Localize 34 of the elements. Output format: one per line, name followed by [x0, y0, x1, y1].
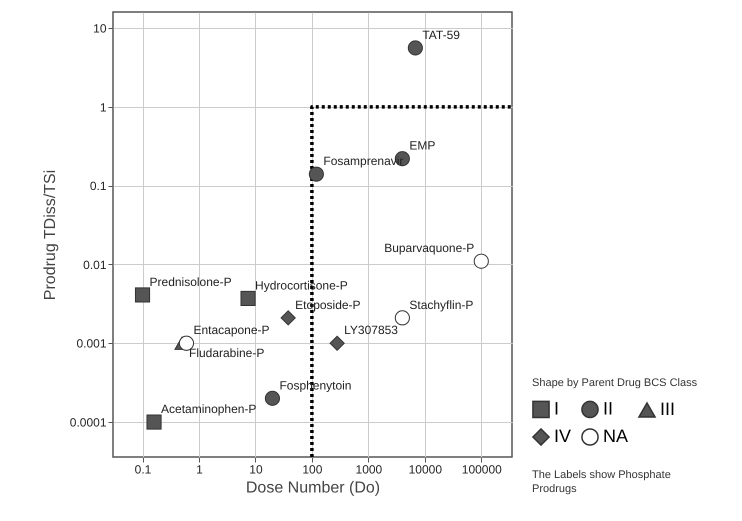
annotation: Entacapone-P	[193, 323, 270, 338]
annotation: Prednisolone-P	[150, 274, 232, 289]
text: The Labels show Phosphate Prodrugs	[532, 469, 671, 495]
x-tick-label: 1	[196, 462, 204, 476]
legend-label: NA	[603, 426, 628, 446]
legend-label: I	[554, 398, 560, 418]
y-axis-title: Prodrug TDiss/TSi	[42, 170, 59, 300]
annotation: Buparvaquone-P	[384, 241, 474, 256]
legend-title: Shape by Parent Drug BCS Class	[532, 377, 698, 389]
annotation: Hydrocortisone-P	[255, 278, 348, 292]
x-tick-label: 100000	[462, 462, 502, 476]
y-tick-label: 0.001	[76, 336, 107, 351]
x-axis-title: Dose Number (Do)	[246, 480, 380, 496]
y-tick-label: 0.0001	[70, 416, 107, 430]
x-tick-label: 10000	[408, 462, 442, 476]
annotation: LY307853	[344, 323, 398, 338]
y-tick-label: 0.1	[90, 179, 107, 194]
annotation: Fosphenytoin	[279, 378, 352, 392]
legend-label: III	[660, 399, 676, 420]
y-tick-label: 0.01	[83, 258, 107, 272]
x-tick-label: 0.1	[134, 462, 152, 476]
annotation: Fludarabine-P	[188, 346, 264, 360]
annotation: Stachyflin-P	[409, 298, 474, 312]
annotation: Etoposide-P	[295, 298, 361, 312]
x-tick-label: 100	[302, 462, 323, 476]
legend-label: IV	[554, 426, 572, 446]
legend-label: II	[603, 398, 614, 418]
x-tick-label: 10	[249, 462, 263, 476]
x-tick-label: 1000	[356, 462, 383, 476]
y-tick-label: 10	[93, 22, 107, 36]
annotation: EMP	[409, 138, 436, 153]
annotation: TAT-59	[422, 28, 460, 42]
annotation: Acetaminophen-P	[161, 402, 256, 416]
y-tick-label: 1	[100, 100, 107, 114]
